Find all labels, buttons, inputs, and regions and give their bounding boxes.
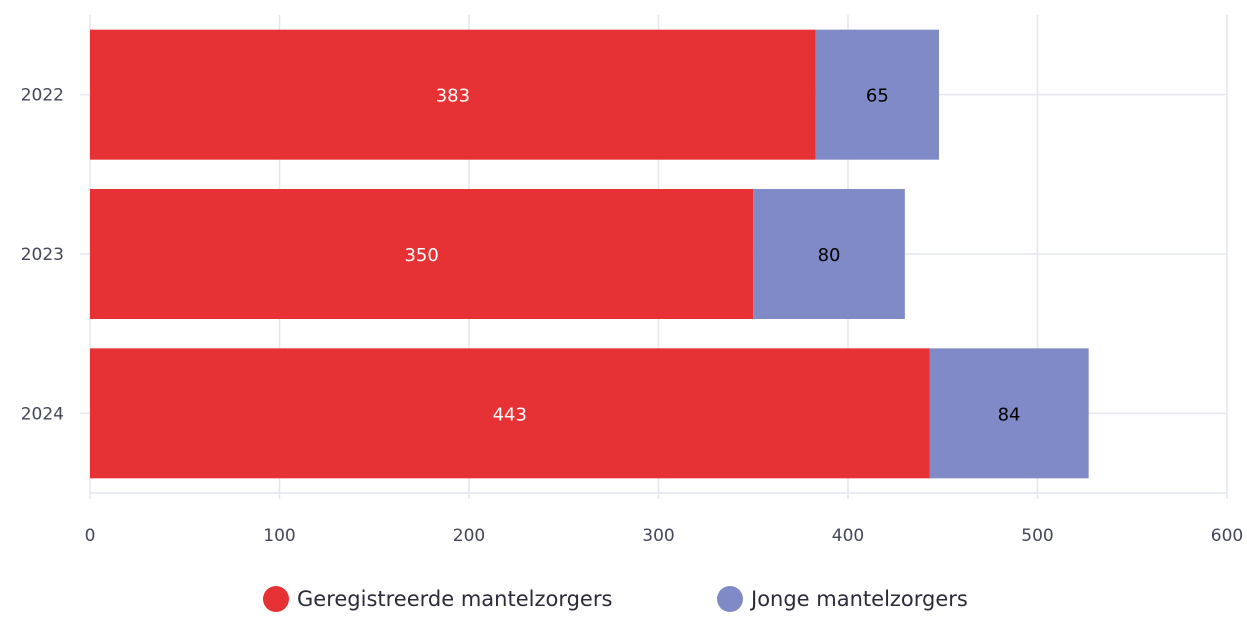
bar-segment-geregistreerde-2024[interactable]	[90, 348, 930, 479]
data-label: 84	[998, 404, 1021, 425]
bar-segment-geregistreerde-2023[interactable]	[90, 189, 754, 319]
x-tick-label: 300	[642, 526, 674, 546]
legend-item-jonge[interactable]: Jonge mantelzorgers	[717, 586, 968, 612]
x-tick-label: 100	[263, 526, 295, 546]
legend-swatch-jonge	[717, 586, 743, 612]
bar-segment-geregistreerde-2022[interactable]	[90, 29, 816, 160]
data-labels-layer: 383 65 350 80 443 84	[404, 86, 1020, 426]
data-label: 443	[493, 404, 527, 425]
bar-segment-jonge-2024[interactable]	[929, 348, 1089, 479]
legend-item-geregistreerde[interactable]: Geregistreerde mantelzorgers	[263, 586, 612, 612]
x-tick-label: 400	[832, 526, 864, 546]
legend-label-geregistreerde: Geregistreerde mantelzorgers	[297, 587, 613, 611]
data-label: 80	[818, 245, 841, 266]
legend: Geregistreerde mantelzorgers Jonge mante…	[0, 586, 1247, 614]
bar-segment-jonge-2022[interactable]	[815, 29, 939, 160]
x-tick-label: 500	[1021, 526, 1053, 546]
bar-segment-jonge-2023[interactable]	[753, 189, 905, 319]
data-label: 350	[404, 245, 438, 266]
y-axis: 2022 2023 2024	[21, 86, 64, 425]
bars-layer	[90, 29, 1089, 479]
data-label: 383	[436, 86, 470, 107]
x-axis: 0 100 200 300 400 500 600	[85, 492, 1243, 546]
y-tick-label: 2022	[21, 86, 64, 106]
y-tick-label: 2023	[21, 245, 64, 265]
x-tick-label: 0	[85, 526, 96, 546]
data-label: 65	[866, 86, 889, 107]
y-tick-label: 2024	[21, 404, 64, 424]
x-tick-label: 600	[1211, 526, 1243, 546]
legend-label-jonge: Jonge mantelzorgers	[751, 587, 968, 611]
x-tick-label: 200	[453, 526, 485, 546]
legend-swatch-geregistreerde	[263, 586, 289, 612]
